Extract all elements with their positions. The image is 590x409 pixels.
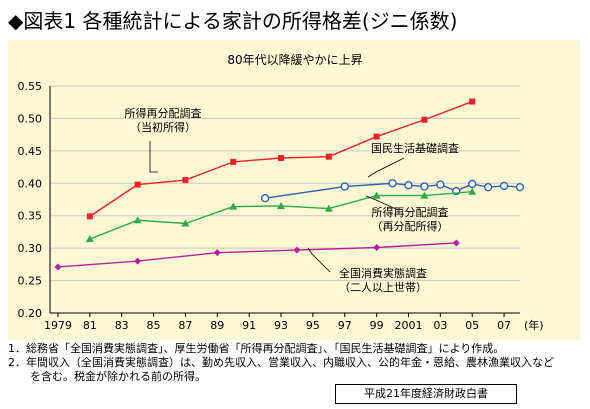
y-tick-label: 0.35 xyxy=(18,210,43,223)
data-point xyxy=(213,249,221,257)
data-point xyxy=(229,202,238,210)
data-point xyxy=(469,98,476,105)
data-point xyxy=(421,116,428,123)
y-tick-label: 0.40 xyxy=(18,177,43,190)
chart-background xyxy=(8,40,580,340)
axes: 0.20 0.25 0.30 0.35 0.40 0.45 0.50 0.55 1979 81 83… xyxy=(18,80,544,332)
x-tick-label: 2001 xyxy=(394,319,422,332)
data-point xyxy=(499,181,509,191)
x-tick-label: 93 xyxy=(274,319,288,332)
series-annotation-label: （二人以上世帯） xyxy=(339,281,427,294)
data-point xyxy=(277,201,286,209)
data-point xyxy=(468,179,477,189)
data-point xyxy=(182,177,189,184)
data-point xyxy=(404,181,413,190)
series-annotation-label: 全国消費実態調査 xyxy=(339,266,427,280)
x-tick-label: 91 xyxy=(242,319,256,332)
y-tick-label: 0.20 xyxy=(18,307,43,320)
series-annotation-label: （再分配所得） xyxy=(372,220,449,233)
data-point xyxy=(483,182,493,192)
y-tick-label: 0.45 xyxy=(18,145,43,158)
data-point xyxy=(420,191,429,199)
x-tick-label: 1979 xyxy=(44,319,72,332)
x-tick-label: 07 xyxy=(497,319,511,332)
data-point xyxy=(420,182,429,191)
data-point xyxy=(324,204,333,212)
data-point xyxy=(372,191,381,199)
data-point xyxy=(260,194,270,203)
note-2: 2．年間収入（全国消費実態調査）は、勤め先収入、営業収入、内職収入、公的年金・恩… xyxy=(8,356,554,369)
data-point xyxy=(134,181,141,188)
series-annotation-label: 国民生活基礎調査 xyxy=(371,141,459,155)
data-point xyxy=(468,187,477,195)
data-point xyxy=(340,182,349,191)
data-point xyxy=(373,243,381,251)
y-tick-label: 0.50 xyxy=(18,112,43,125)
page-title: ◆図表1 各種統計による家計の所得格差(ジニ係数) xyxy=(8,9,457,33)
x-tick-label: 89 xyxy=(210,319,224,332)
y-tick-label: 0.25 xyxy=(18,275,43,288)
data-point xyxy=(373,133,380,140)
annotation-leader-line xyxy=(149,141,158,173)
x-tick-label: 81 xyxy=(83,319,97,332)
y-tick-label: 0.30 xyxy=(18,242,43,255)
data-point xyxy=(278,154,285,161)
x-tick-label: 05 xyxy=(465,319,479,332)
x-tick-label: 03 xyxy=(433,319,447,332)
series-annotations: 所得再分配調査（当初所得）国民生活基礎調査所得再分配調査（再分配所得）全国消費実… xyxy=(125,106,460,294)
data-series xyxy=(54,98,525,271)
data-point xyxy=(134,257,142,265)
series-annotation-label: 所得再分配調査 xyxy=(125,106,202,120)
data-point xyxy=(86,213,93,220)
chart-subtitle: 80年代以降緩やかに上昇 xyxy=(227,53,362,67)
data-point xyxy=(293,246,301,254)
data-point xyxy=(452,239,460,247)
series-annotation-label: 所得再分配調査 xyxy=(372,205,449,219)
source-label: 平成21年度経済財政白書 xyxy=(335,384,517,404)
data-point xyxy=(85,235,94,243)
data-point xyxy=(436,180,445,189)
series-annotation-label: （当初所得） xyxy=(130,120,196,134)
data-point xyxy=(230,158,237,165)
series-line xyxy=(57,242,457,268)
x-tick-label: 87 xyxy=(178,319,192,332)
x-tick-label: 95 xyxy=(306,319,320,332)
data-point xyxy=(181,219,190,227)
note-1: 1．総務省「全国消費実態調査」、厚生労働省「所得再分配調査」、「国民生活基礎調査… xyxy=(8,342,505,355)
x-tick-label: 97 xyxy=(338,319,352,332)
annotation-leader-line xyxy=(307,247,331,273)
x-tick-label: 99 xyxy=(370,319,384,332)
annotation-leader-line xyxy=(365,195,399,211)
data-point xyxy=(54,263,62,271)
x-unit-label: (年) xyxy=(524,318,544,332)
x-tick-label: 83 xyxy=(115,319,129,332)
data-point xyxy=(325,153,332,160)
data-point xyxy=(515,182,525,192)
annotation-leader-line xyxy=(367,157,405,178)
note-3: を含む。税金が除かれる前の所得。 xyxy=(8,370,206,383)
y-tick-label: 0.55 xyxy=(18,80,43,93)
x-tick-label: 85 xyxy=(147,319,161,332)
data-point xyxy=(388,179,397,188)
data-point xyxy=(133,216,142,224)
